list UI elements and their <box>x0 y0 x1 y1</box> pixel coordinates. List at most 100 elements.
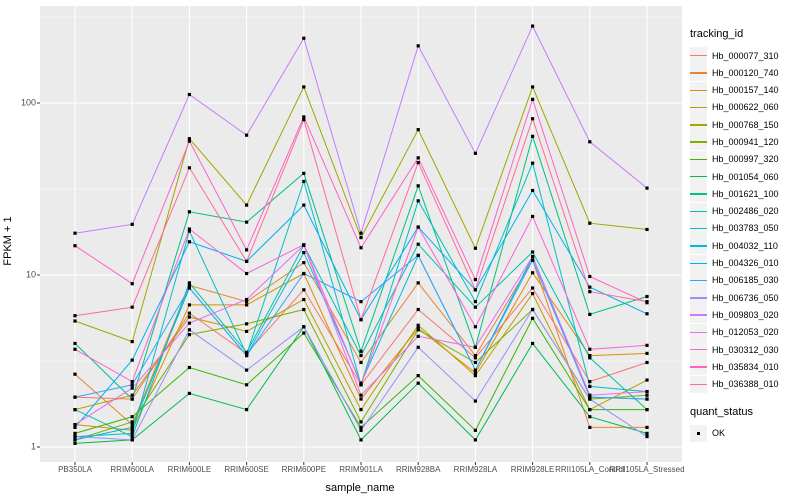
data-point <box>302 203 306 207</box>
data-point <box>645 186 649 190</box>
legend-item-label: Hb_030312_030 <box>712 344 779 355</box>
data-point <box>187 328 191 332</box>
line-swatch-icon <box>690 141 707 143</box>
legend-key <box>690 375 707 393</box>
data-point <box>130 397 134 401</box>
legend-key <box>690 150 707 168</box>
data-point <box>645 407 649 412</box>
data-point <box>130 380 134 384</box>
data-point <box>245 297 249 302</box>
data-point <box>245 203 249 207</box>
data-point <box>645 300 649 304</box>
data-point <box>473 278 477 282</box>
data-point <box>302 179 306 184</box>
line-swatch-icon <box>690 383 707 386</box>
data-point <box>588 380 592 384</box>
legend-item-label: Hb_000622_060 <box>712 102 779 113</box>
data-point <box>359 393 363 397</box>
data-point <box>473 374 477 378</box>
legend-item-Hb_006185_030: Hb_006185_030 <box>690 271 798 289</box>
data-point <box>187 229 191 233</box>
data-point <box>245 248 249 252</box>
data-point <box>416 242 420 246</box>
x-tick-label: RRIM901LA <box>339 465 383 474</box>
line-swatch-icon <box>690 245 707 247</box>
data-point <box>73 441 77 445</box>
data-point <box>187 311 191 315</box>
legend-item-label: Hb_001054_060 <box>712 171 779 182</box>
legend-item-Hb_000768_150: Hb_000768_150 <box>690 116 798 134</box>
data-point <box>302 85 306 89</box>
legend-item-Hb_001621_100: Hb_001621_100 <box>690 185 798 203</box>
legend-item-Hb_000622_060: Hb_000622_060 <box>690 98 798 116</box>
legend-item-label: Hb_000997_320 <box>712 154 779 165</box>
data-point <box>416 328 420 332</box>
legend-key <box>690 81 707 99</box>
legend-key <box>690 98 707 116</box>
x-tick-label: RRIM928LE <box>510 465 555 474</box>
data-point <box>531 316 535 320</box>
data-point <box>187 139 191 143</box>
data-point <box>473 246 477 250</box>
data-point <box>359 349 363 353</box>
data-point <box>302 118 306 122</box>
data-point <box>130 434 134 439</box>
legend-item-Hb_000157_140: Hb_000157_140 <box>690 81 798 99</box>
data-point <box>531 161 535 165</box>
data-point <box>73 438 77 442</box>
data-point <box>531 250 535 254</box>
data-point <box>531 85 535 89</box>
data-point <box>531 286 535 290</box>
data-point <box>130 428 134 432</box>
legend-item-label: Hb_000077_310 <box>712 50 779 61</box>
data-point <box>187 92 191 97</box>
data-point <box>645 397 649 401</box>
data-point <box>416 323 420 327</box>
data-point <box>588 312 592 317</box>
line-swatch-icon <box>690 349 707 351</box>
data-point <box>302 250 306 255</box>
data-point <box>359 397 363 401</box>
data-point <box>588 393 592 397</box>
data-point <box>588 347 592 351</box>
data-point <box>359 360 363 365</box>
legend-item-label: Hb_001621_100 <box>712 188 779 199</box>
data-point <box>302 115 306 119</box>
data-point <box>187 286 191 290</box>
legend-item-Hb_000941_120: Hb_000941_120 <box>690 133 798 151</box>
x-tick-label: RRII105LA_Control <box>555 465 625 474</box>
data-point <box>588 353 592 358</box>
data-point <box>588 274 592 279</box>
data-point <box>359 428 363 432</box>
legend-item-label: Hb_000157_140 <box>712 85 779 96</box>
data-point <box>245 329 249 333</box>
data-point <box>531 258 535 262</box>
data-point <box>245 368 249 372</box>
legend-key <box>690 202 707 220</box>
data-point <box>473 428 477 432</box>
legend-item-ok: OK <box>690 424 798 442</box>
data-point <box>130 282 134 286</box>
data-point <box>302 307 306 312</box>
ok-point-key <box>690 424 707 442</box>
data-point <box>645 434 649 439</box>
data-point <box>73 341 77 346</box>
legend-item-label: Hb_002486_020 <box>712 206 779 217</box>
data-point <box>359 300 363 304</box>
data-point <box>359 383 363 387</box>
data-point <box>473 371 477 375</box>
data-point <box>416 156 420 160</box>
legend-item-Hb_004032_110: Hb_004032_110 <box>690 237 798 255</box>
legend-key <box>690 168 707 186</box>
data-point <box>130 393 134 397</box>
data-point <box>359 438 363 442</box>
data-point <box>473 368 477 372</box>
data-point <box>531 24 535 28</box>
line-swatch-icon <box>690 331 707 334</box>
data-point <box>588 407 592 412</box>
data-point <box>302 171 306 175</box>
data-point <box>473 288 477 292</box>
data-point <box>588 425 592 430</box>
